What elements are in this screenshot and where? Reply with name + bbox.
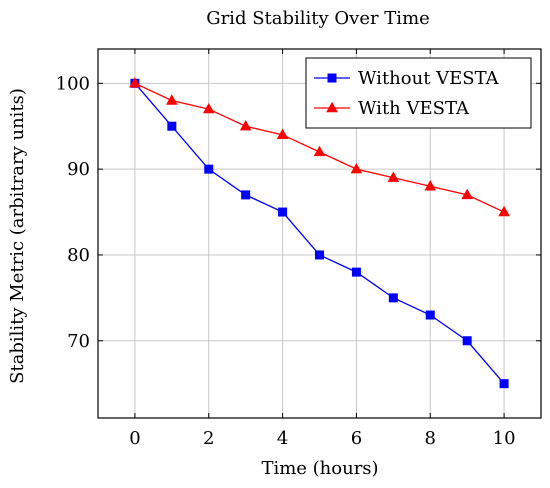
legend: Without VESTA With VESTA	[305, 57, 532, 129]
x-tick-label: 4	[277, 428, 288, 449]
legend-box	[305, 57, 532, 129]
data-point	[424, 180, 437, 191]
data-point	[166, 94, 178, 105]
legend-label-with-vesta: With VESTA	[358, 98, 470, 119]
data-point	[313, 145, 326, 157]
x-tick-label: 10	[493, 428, 516, 449]
data-point	[241, 190, 251, 200]
series-layer	[129, 77, 510, 389]
data-point	[499, 379, 509, 389]
legend-label-without-vesta: Without VESTA	[358, 68, 500, 89]
legend-marker-without-vesta	[327, 73, 337, 83]
series-with-vesta	[129, 77, 510, 217]
plot-frame	[97, 48, 542, 419]
data-point	[387, 171, 400, 182]
y-tick-label: 100	[56, 73, 90, 94]
data-point	[239, 120, 252, 131]
data-point	[278, 207, 288, 217]
data-point	[461, 188, 473, 200]
y-tick-label: 70	[67, 331, 90, 352]
data-point	[276, 128, 289, 140]
y-tick-label: 80	[67, 245, 90, 266]
data-point	[462, 336, 472, 346]
legend-marker-with-vesta	[326, 101, 338, 113]
y-tick-label: 90	[67, 159, 90, 180]
data-point	[351, 267, 361, 277]
tick-labels: 0 2 4 6 8 10 70 80 90 100	[56, 49, 541, 449]
x-tick-label: 2	[203, 428, 214, 449]
x-tick-label: 8	[425, 428, 436, 449]
data-point	[388, 293, 398, 303]
data-point	[425, 310, 435, 320]
data-point	[315, 250, 324, 260]
data-point	[350, 162, 363, 174]
data-point	[129, 77, 141, 88]
data-point	[167, 121, 177, 131]
x-axis-label: Time (hours)	[261, 458, 378, 479]
x-tick-label: 0	[129, 428, 140, 449]
data-point	[498, 205, 510, 217]
data-point	[204, 164, 214, 174]
x-tick-label: 6	[351, 428, 362, 449]
data-point	[202, 102, 215, 114]
y-axis-label: Stability Metric (arbitrary units)	[7, 88, 28, 384]
chart-title: Grid Stability Over Time	[206, 8, 430, 29]
